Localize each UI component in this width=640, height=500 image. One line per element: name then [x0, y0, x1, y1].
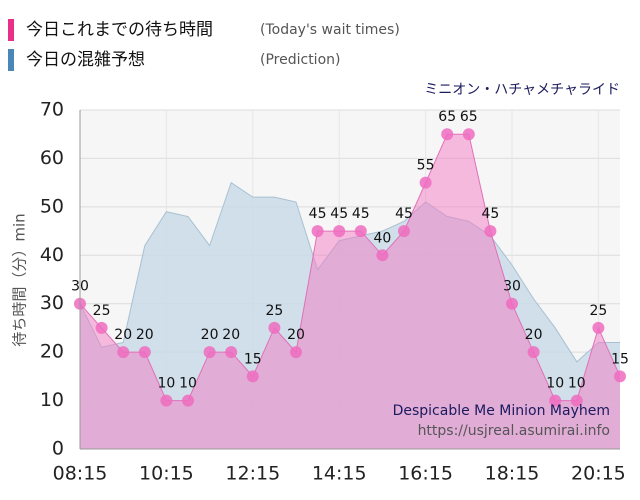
data-label: 65 [438, 109, 456, 125]
marker [592, 321, 605, 334]
y-tick-label: 30 [40, 292, 64, 314]
marker [225, 346, 238, 359]
marker [203, 346, 216, 359]
marker [290, 346, 302, 359]
y-tick-label: 60 [40, 147, 64, 169]
data-label: 20 [287, 327, 305, 343]
data-label: 15 [611, 351, 629, 367]
x-tick-label: 08:15 [53, 463, 108, 485]
data-label: 30 [503, 279, 521, 295]
x-tick-label: 16:15 [398, 463, 453, 485]
x-tick-label: 20:15 [571, 463, 626, 485]
data-label: 40 [373, 230, 391, 246]
subtitle: ミニオン・ハチャメチャライド [424, 82, 620, 98]
data-label: 45 [330, 206, 348, 222]
x-tick-label: 10:15 [139, 463, 194, 485]
annotation: Despicable Me Minion Mayhem [393, 403, 610, 419]
x-tick-label: 12:15 [225, 463, 280, 485]
data-label: 10 [179, 376, 197, 392]
marker [333, 225, 346, 238]
y-tick-label: 0 [52, 438, 64, 460]
y-tick-label: 70 [40, 99, 64, 121]
data-label: 25 [93, 303, 111, 319]
y-tick-label: 50 [40, 195, 64, 217]
data-label: 55 [417, 158, 435, 174]
marker [268, 321, 281, 334]
x-tick-label: 14:15 [312, 463, 367, 485]
legend-note: (Today's wait times) [260, 22, 400, 38]
legend-note: (Prediction) [260, 52, 340, 68]
y-tick-label: 40 [40, 244, 64, 266]
data-label: 10 [568, 376, 586, 392]
data-label: 45 [309, 206, 327, 222]
data-label: 65 [460, 109, 478, 125]
area-fill [80, 134, 620, 449]
marker [527, 346, 540, 359]
data-label: 25 [589, 303, 607, 319]
marker [160, 394, 173, 407]
marker [506, 297, 518, 310]
data-label: 20 [136, 327, 154, 343]
data-label: 45 [352, 206, 370, 222]
y-tick-label: 10 [40, 389, 64, 411]
legend-swatch [8, 19, 14, 41]
marker [549, 394, 562, 407]
marker [246, 370, 259, 383]
marker [95, 321, 108, 334]
marker [138, 346, 151, 359]
y-tick-label: 20 [40, 341, 64, 363]
legend-swatch [8, 49, 14, 71]
marker [484, 225, 497, 238]
marker [441, 128, 454, 141]
data-label: 25 [265, 303, 283, 319]
data-label: 45 [481, 206, 499, 222]
annotation: https://usjreal.asumirai.info [418, 423, 610, 439]
data-label: 10 [546, 376, 564, 392]
data-label: 10 [157, 376, 175, 392]
legend-label: 今日の混雑予想 [26, 50, 145, 70]
marker [398, 225, 410, 238]
marker [354, 225, 367, 238]
data-label: 20 [222, 327, 240, 343]
legend-label: 今日これまでの待ち時間 [26, 20, 213, 40]
marker [419, 176, 432, 189]
data-label: 20 [525, 327, 543, 343]
marker [570, 394, 583, 407]
marker [117, 346, 130, 359]
x-tick-label: 18:15 [485, 463, 540, 485]
marker [614, 370, 626, 383]
data-label: 20 [201, 327, 219, 343]
data-label: 20 [114, 327, 132, 343]
marker [182, 394, 194, 407]
y-axis-label: 待ち時間（分）min [11, 213, 29, 346]
marker [462, 128, 475, 141]
data-label: 45 [395, 206, 413, 222]
data-label: 15 [244, 351, 262, 367]
marker [311, 225, 324, 238]
marker [376, 249, 389, 262]
